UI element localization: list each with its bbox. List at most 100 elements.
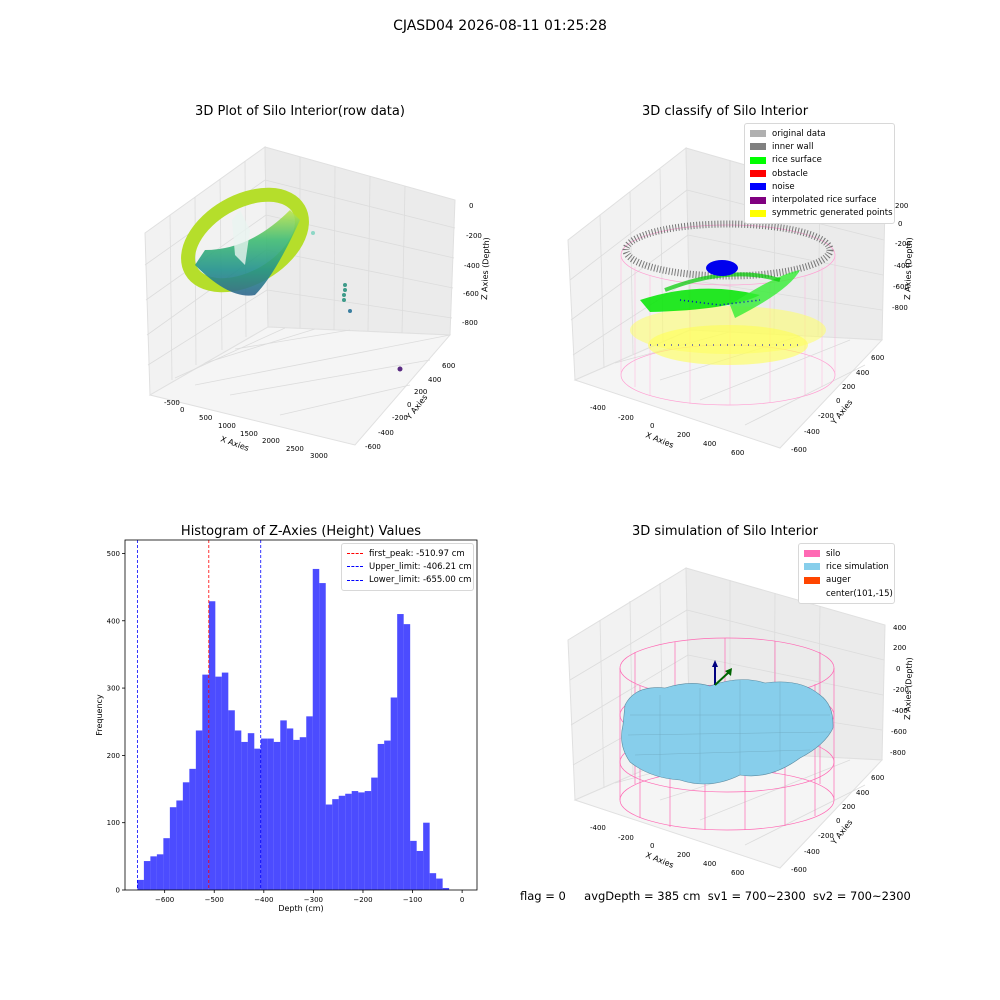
legend-swatch-auger — [804, 576, 820, 584]
histogram-bar — [176, 800, 183, 890]
histogram-bar — [280, 720, 287, 890]
x-tick-label: −300 — [304, 896, 323, 904]
y-tick-label: 300 — [107, 685, 120, 693]
x-tick-label: −600 — [155, 896, 174, 904]
histogram-frame — [124, 539, 478, 891]
legend-swatch-interp — [750, 196, 766, 204]
histogram-bar — [260, 738, 268, 890]
simulation-3d-plot: -400 -200 0 200 400 600 X Axies 600 400 … — [567, 567, 914, 877]
svg-text:200: 200 — [895, 202, 908, 210]
auger-axes-icon — [712, 660, 732, 686]
legend-swatch-rice — [750, 156, 766, 164]
histogram-bar — [273, 741, 281, 890]
histogram-bar — [429, 873, 437, 890]
svg-text:-200: -200 — [818, 832, 834, 840]
legend-label: rice simulation — [826, 561, 889, 572]
raw-point-cloud — [181, 187, 403, 372]
histogram-bar — [241, 741, 248, 890]
histogram-bar — [351, 791, 359, 890]
svg-text:400: 400 — [893, 624, 906, 632]
svg-text:0: 0 — [650, 842, 654, 850]
classify-legend: original data inner wall rice surface ob… — [744, 123, 895, 225]
legend-label: rice surface — [772, 155, 822, 166]
simulation-z-label: Z Axies (Depth) — [903, 657, 914, 720]
histogram-bar — [442, 887, 450, 890]
simulation-z-ticks: 400 200 0 -200 -400 -600 -800 — [890, 624, 909, 757]
svg-text:-600: -600 — [891, 728, 907, 736]
svg-text:0: 0 — [469, 202, 473, 210]
histogram-bar — [403, 624, 411, 890]
svg-text:-400: -400 — [464, 262, 480, 270]
histogram-bar — [319, 583, 326, 890]
classify-z-label: Z Axies (Depth) — [903, 237, 914, 300]
legend-item: inner wall — [750, 140, 889, 153]
legend-label: center(101,-15) — [826, 588, 893, 599]
legend-swatch-wall — [750, 143, 766, 151]
simulation-x-ticks: -400 -200 0 200 400 600 — [590, 824, 744, 877]
histogram-x-ticks: −600 −500 −400 −300 −200 −100 0 — [155, 890, 464, 904]
classify-x-ticks: -400 -200 0 200 400 600 — [590, 404, 744, 457]
histogram-vlines — [136, 540, 262, 890]
avg-depth-text: avgDepth = 385 cm — [584, 889, 701, 903]
histogram-legend: first_peak: -510.97 cm Upper_limit: -406… — [341, 543, 474, 591]
classify-plot-title: 3D classify of Silo Interior — [641, 104, 809, 119]
histogram-bar — [312, 568, 320, 890]
legend-label: first_peak: -510.97 cm — [369, 548, 465, 559]
svg-text:-600: -600 — [791, 866, 807, 874]
x-tick-label: −100 — [403, 896, 422, 904]
legend-item: rice simulation — [804, 560, 889, 573]
svg-text:-200: -200 — [818, 412, 834, 420]
classify-x-label: X Axies — [644, 431, 675, 450]
legend-item: rice surface — [750, 154, 889, 167]
histogram-bar — [293, 739, 300, 890]
svg-text:600: 600 — [871, 354, 884, 362]
histogram-bar — [202, 674, 209, 890]
legend-label: original data — [772, 128, 826, 139]
legend-item: auger — [804, 574, 889, 587]
legend-swatch-rice-sim — [804, 563, 820, 571]
histogram-bar — [306, 716, 313, 890]
legend-swatch-symmetric — [750, 209, 766, 217]
histogram-title: Histogram of Z-Axies (Height) Values — [180, 524, 422, 539]
x-tick-label: −400 — [254, 896, 273, 904]
histogram-bar — [364, 791, 372, 890]
histogram-bar — [371, 777, 378, 890]
svg-text:-400: -400 — [590, 824, 606, 832]
svg-text:600: 600 — [731, 869, 744, 877]
svg-text:600: 600 — [442, 362, 455, 370]
svg-text:400: 400 — [856, 369, 869, 377]
svg-text:-600: -600 — [463, 290, 479, 298]
legend-swatch-original — [750, 130, 766, 138]
histogram-bar — [377, 743, 385, 890]
histogram-bar — [182, 782, 190, 890]
svg-text:-200: -200 — [895, 240, 911, 248]
histogram-bar — [436, 878, 443, 890]
svg-text:0: 0 — [898, 220, 902, 228]
svg-text:-400: -400 — [804, 428, 820, 436]
svg-text:400: 400 — [703, 860, 716, 868]
histogram-bar — [299, 737, 307, 890]
raw-3d-axes-box — [144, 146, 456, 446]
histogram-bar — [416, 850, 424, 890]
legend-item: symmetric generated points — [750, 207, 893, 220]
classify-y-ticks: 600 400 200 0 -200 -400 -600 — [791, 354, 884, 454]
legend-swatch-silo — [804, 550, 820, 558]
histogram-chart: −600 −500 −400 −300 −200 −100 0 0 100 200 300 400 5… — [95, 539, 478, 913]
histogram-bar — [247, 733, 255, 890]
histogram-bars — [137, 568, 450, 890]
histogram-bar — [143, 861, 151, 890]
svg-text:600: 600 — [731, 449, 744, 457]
histogram-bar — [221, 672, 229, 890]
legend-item: first_peak: -510.97 cm — [347, 547, 468, 560]
raw-z-ticks: 0 -200 -400 -600 -800 — [462, 202, 482, 327]
simulation-x-label: X Axies — [644, 851, 675, 870]
legend-swatch-obstacle — [750, 170, 766, 178]
svg-text:-800: -800 — [462, 319, 478, 327]
legend-line-first-peak — [347, 553, 363, 555]
svg-text:200: 200 — [893, 644, 906, 652]
svg-text:200: 200 — [414, 388, 427, 396]
raw-3d-plot: -500 0 500 1000 1500 2000 2500 3000 X Ax… — [144, 146, 491, 460]
raw-x-ticks: -500 0 500 1000 1500 2000 2500 3000 — [164, 399, 328, 460]
svg-text:3000: 3000 — [310, 452, 328, 460]
svg-text:200: 200 — [677, 851, 690, 859]
